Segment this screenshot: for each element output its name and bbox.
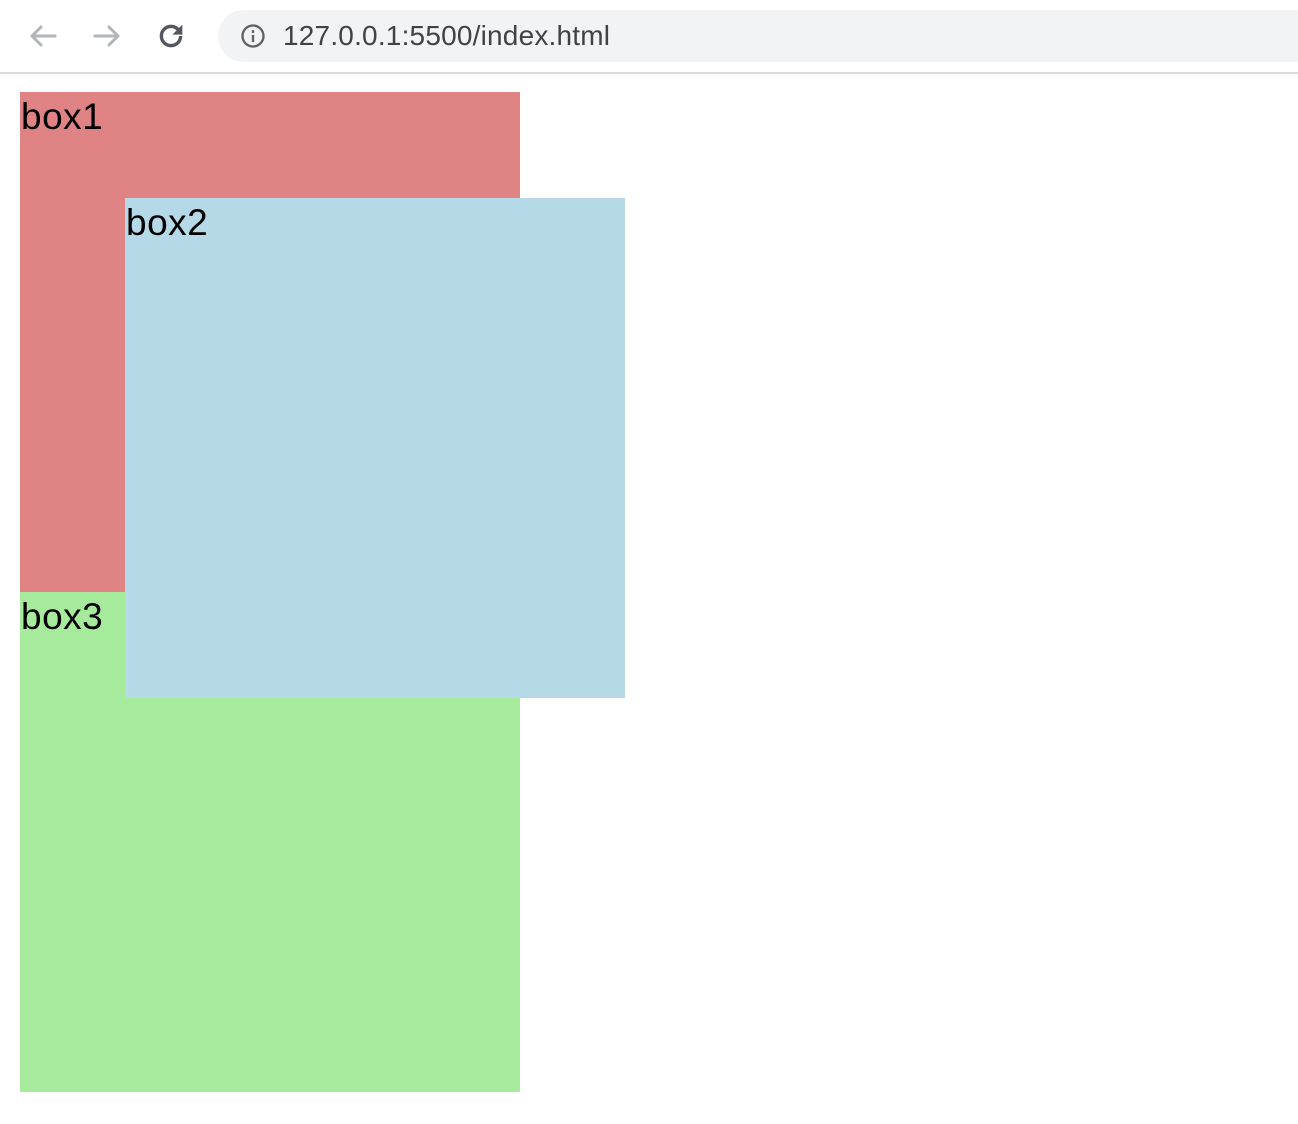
url-text[interactable]: 127.0.0.1:5500/index.html [283, 20, 611, 51]
back-button[interactable] [19, 12, 67, 60]
box2-label: box2 [126, 202, 209, 243]
reload-icon [154, 19, 188, 53]
arrow-right-icon [90, 19, 124, 53]
forward-button[interactable] [83, 12, 131, 60]
page-content: box1 box3 box2 [0, 74, 1298, 1124]
demo-box-2: box2 [125, 198, 625, 698]
reload-button[interactable] [147, 12, 195, 60]
url-bar[interactable]: 127.0.0.1:5500/index.html [218, 10, 1298, 62]
box1-label: box1 [21, 96, 104, 137]
site-info-icon[interactable] [239, 22, 267, 50]
browser-toolbar: 127.0.0.1:5500/index.html [0, 0, 1298, 74]
arrow-left-icon [26, 19, 60, 53]
box3-label: box3 [21, 596, 104, 637]
